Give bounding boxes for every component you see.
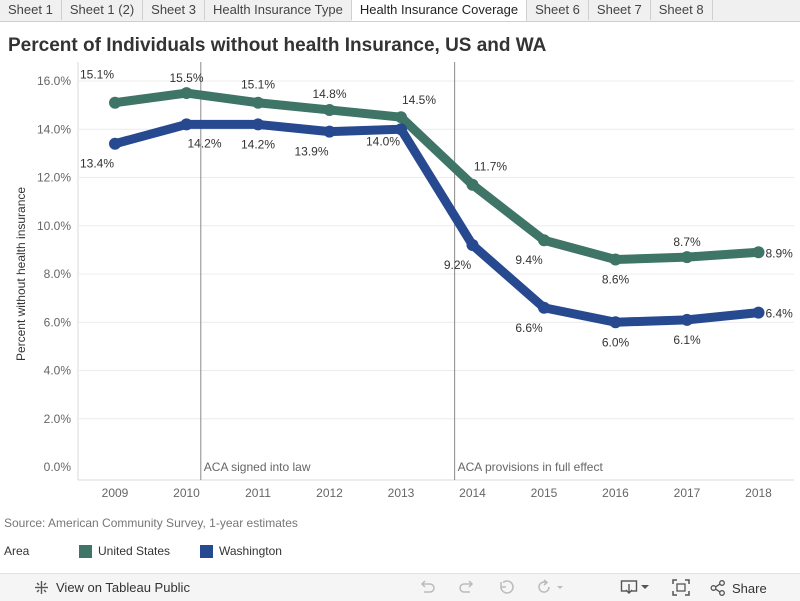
tab-sheet-8[interactable]: Sheet 8 [651,0,713,20]
data-label: 13.9% [294,145,328,159]
data-label: 15.5% [169,71,203,85]
x-tick-label: 2010 [173,486,200,500]
series-line-washington[interactable] [110,119,763,327]
data-label: 8.7% [673,235,701,249]
share-icon [710,580,725,596]
y-tick-label: 4.0% [44,364,72,378]
y-axis-title: Percent without health insurance [14,187,28,361]
data-label: 9.2% [444,258,472,272]
data-point[interactable] [252,96,264,109]
tab-sheet-3[interactable]: Sheet 3 [143,0,205,20]
data-point[interactable] [681,313,693,326]
tableau-logo-icon [35,581,48,594]
data-point[interactable] [109,137,121,150]
line-chart[interactable]: 0.0% 2.0% 4.0% 6.0% 8.0% 10.0% 12.0% 14.0% 16.0%… [0,62,800,510]
tab-health-insurance-coverage[interactable]: Health Insurance Coverage [351,0,528,21]
reference-line-label: ACA provisions in full effect [458,460,604,474]
legend-label-united-states: United States [98,544,171,558]
source-note: Source: American Community Survey, 1-yea… [4,516,298,530]
legend-item-washington[interactable]: Washington [200,542,282,560]
download-icon[interactable] [620,579,652,595]
x-tick-label: 2011 [245,486,271,500]
y-tick-label: 2.0% [44,412,72,426]
data-label: 15.1% [241,78,275,92]
y-tick-label: 12.0% [37,171,71,185]
y-tick-label: 14.0% [37,122,71,136]
legend: Area United States Washington [4,542,404,560]
share-label: Share [732,580,767,596]
data-point[interactable] [252,118,264,131]
x-tick-label: 2014 [459,486,486,500]
tab-sheet-7[interactable]: Sheet 7 [589,0,651,20]
share-button[interactable]: Share [710,580,767,596]
tab-sheet-1[interactable]: Sheet 1 [0,0,62,20]
sheet-tab-bar: Sheet 1 Sheet 1 (2) Sheet 3 Health Insur… [0,0,800,22]
reference-line-label: ACA signed into law [204,460,311,474]
x-tick-label: 2018 [745,486,772,500]
x-tick-label: 2017 [674,486,701,500]
y-tick-label: 8.0% [44,267,72,281]
view-on-tableau-label: View on Tableau Public [56,580,190,595]
revert-icon[interactable] [497,579,515,595]
x-tick-label: 2016 [602,486,629,500]
y-tick-label: 16.0% [37,74,71,88]
data-label: 8.6% [602,273,630,287]
x-tick-label: 2013 [388,486,415,500]
tab-sheet-1-2[interactable]: Sheet 1 (2) [62,0,144,20]
redo-icon[interactable] [458,579,476,595]
x-tick-label: 2012 [316,486,343,500]
data-point[interactable] [609,253,622,266]
data-point[interactable] [466,178,479,191]
data-point[interactable] [395,123,407,136]
data-label: 13.4% [80,157,114,171]
data-point[interactable] [538,234,550,247]
data-point[interactable] [395,111,407,124]
data-label: 11.7% [474,160,507,174]
chart-title: Percent of Individuals without health In… [8,35,547,56]
data-point[interactable] [323,125,336,138]
tab-sheet-6[interactable]: Sheet 6 [527,0,589,20]
legend-item-united-states[interactable]: United States [79,542,170,560]
view-on-tableau-link[interactable]: View on Tableau Public [34,580,190,595]
legend-label-washington: Washington [219,544,282,558]
data-point[interactable] [323,103,336,116]
data-label: 9.4% [515,253,543,267]
data-point[interactable] [752,246,765,259]
x-tick-label: 2015 [531,486,558,500]
data-point[interactable] [180,118,193,131]
legend-swatch-washington [200,544,213,558]
legend-title: Area [4,544,30,558]
data-label: 15.1% [80,68,114,82]
data-label: 6.6% [515,321,543,335]
y-tick-label: 0.0% [44,460,72,474]
data-label: 14.8% [312,87,346,101]
y-tick-label: 10.0% [37,219,71,233]
data-label: 6.1% [673,333,701,347]
data-label: 14.0% [366,134,400,148]
data-label: 14.5% [402,93,436,107]
data-point[interactable] [538,301,550,314]
series-line-united-states[interactable] [110,88,763,265]
legend-swatch-united-states [79,544,92,558]
y-tick-label: 6.0% [44,315,72,329]
undo-icon[interactable] [418,579,436,595]
data-label: 8.9% [766,246,794,260]
data-label: 6.4% [766,307,794,321]
data-point[interactable] [109,96,121,109]
tableau-toolbar: View on Tableau Public Share [0,573,800,601]
refresh-icon[interactable] [535,579,565,595]
x-tick-label: 2009 [102,486,129,500]
data-label: 6.0% [602,335,630,349]
data-point[interactable] [466,239,479,252]
data-point[interactable] [752,306,765,319]
data-point[interactable] [180,87,193,100]
data-point[interactable] [681,251,693,264]
data-label: 14.2% [187,136,221,150]
tab-health-insurance-type[interactable]: Health Insurance Type [205,0,352,20]
data-label: 14.2% [241,137,275,151]
fullscreen-icon[interactable] [672,579,690,596]
data-point[interactable] [609,316,622,329]
